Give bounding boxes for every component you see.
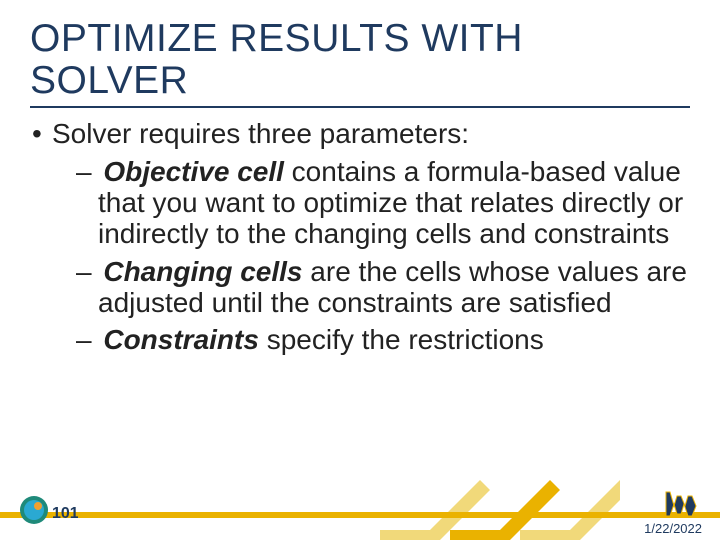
wvu-logo-icon (664, 488, 698, 518)
svg-text:101: 101 (52, 505, 78, 522)
slide-body: Solver requires three parameters: Object… (30, 118, 690, 356)
footer-date: 1/22/2022 (644, 521, 702, 536)
bullet-level2: Changing cells are the cells whose value… (30, 256, 690, 319)
slide-container: OPTIMIZE RESULTS WITH SOLVER Solver requ… (0, 0, 720, 540)
course-logo-icon: 101 (18, 492, 78, 528)
footer-accent-bar (0, 512, 720, 518)
bullet-level1: Solver requires three parameters: (30, 118, 690, 149)
bullet-level2: Constraints specify the restrictions (30, 324, 690, 355)
chevron-decoration-icon (380, 480, 620, 540)
sub1-term: Objective cell (103, 156, 284, 187)
sub3-rest: specify the restrictions (259, 324, 544, 355)
slide-footer: 101 1/22/2022 (0, 482, 720, 540)
slide-title: OPTIMIZE RESULTS WITH SOLVER (30, 18, 690, 108)
bullet1-text: Solver requires three parameters: (52, 118, 469, 149)
sub3-term: Constraints (103, 324, 259, 355)
sub2-term: Changing cells (103, 256, 302, 287)
bullet-level2: Objective cell contains a formula-based … (30, 156, 690, 250)
